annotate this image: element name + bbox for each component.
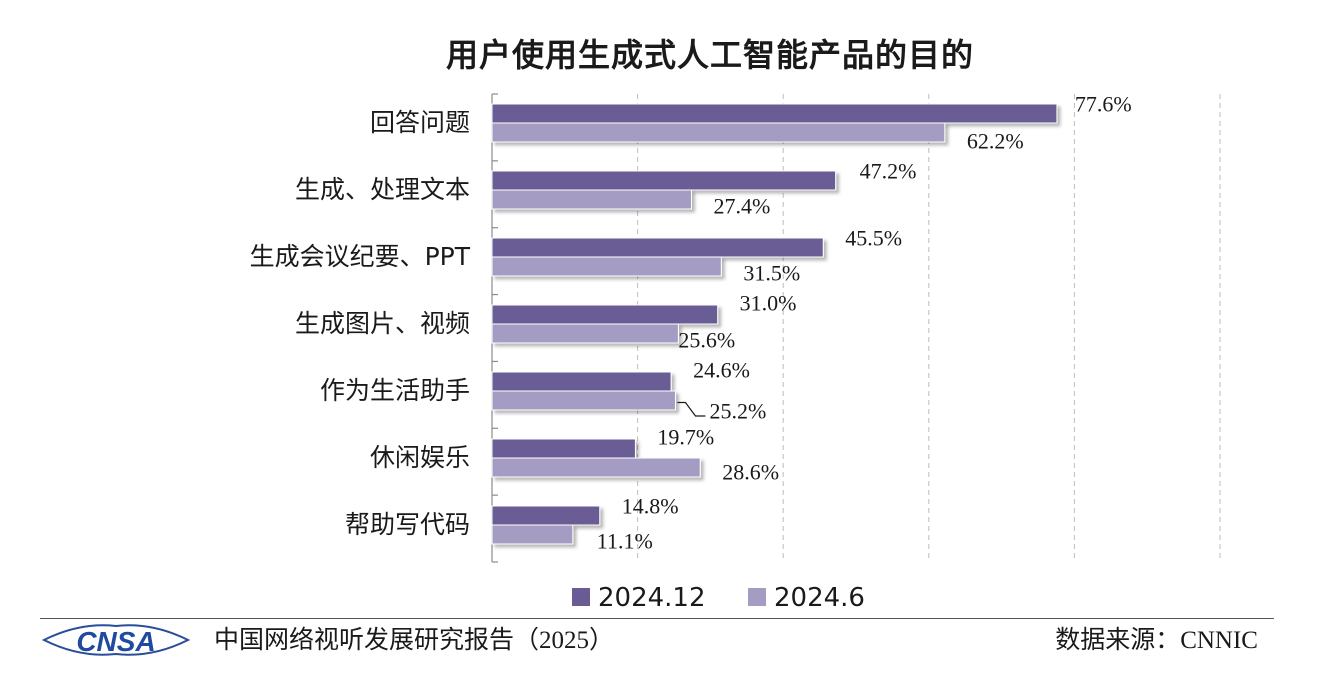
bar <box>491 237 824 258</box>
bar <box>491 371 672 392</box>
value-label: 24.6% <box>693 358 750 383</box>
bar <box>491 170 837 191</box>
value-label: 14.8% <box>622 494 679 519</box>
chart-title: 用户使用生成式人工智能产品的目的 <box>445 36 974 74</box>
data-source: 数据来源：CNNIC <box>1055 620 1258 656</box>
bar <box>491 438 636 459</box>
value-label: 28.6% <box>722 460 779 485</box>
legend-swatch <box>748 588 766 606</box>
category-label: 作为生活助手 <box>320 376 470 405</box>
category-label: 回答问题 <box>370 108 470 137</box>
bar <box>491 122 946 143</box>
value-label: 25.6% <box>678 328 735 353</box>
bar <box>491 390 676 411</box>
bar <box>491 323 679 344</box>
bar <box>491 457 701 478</box>
category-label: 生成图片、视频 <box>295 309 470 338</box>
bar <box>491 189 692 210</box>
footer-divider <box>40 618 1274 619</box>
bar <box>491 524 574 545</box>
value-label: 47.2% <box>860 159 917 184</box>
bar <box>491 505 601 526</box>
value-label: 31.0% <box>740 291 797 316</box>
value-label: 19.7% <box>657 425 714 450</box>
logo-text: CNSA <box>76 626 155 657</box>
category-label: 生成、处理文本 <box>295 175 470 204</box>
legend-label: 2024.6 <box>774 583 865 613</box>
category-label: 休闲娱乐 <box>370 443 470 472</box>
report-year: （2025） <box>514 627 615 654</box>
bar <box>491 103 1058 124</box>
bar <box>491 304 719 325</box>
value-label: 27.4% <box>713 194 770 219</box>
report-title: 中国网络视听发展研究报告（2025） <box>214 620 614 656</box>
value-label: 62.2% <box>967 129 1024 154</box>
bar-chart: 回答问题 77.6% 62.2% 生成、处理文本 47.2% 27.4% 生成会议纪要、PP… <box>250 92 1221 613</box>
cnsa-logo: CNSA <box>41 624 191 657</box>
legend-label: 2024.12 <box>598 583 706 613</box>
category-label: 帮助写代码 <box>345 510 470 539</box>
bar <box>491 256 722 277</box>
value-label: 25.2% <box>709 399 766 424</box>
value-label: 11.1% <box>597 529 653 554</box>
source-value: CNNIC <box>1180 627 1258 654</box>
legend-swatch <box>572 588 590 606</box>
category-label: 生成会议纪要、PPT <box>250 242 471 271</box>
value-label: 31.5% <box>743 261 800 286</box>
source-label: 数据来源： <box>1055 625 1181 654</box>
value-label: 45.5% <box>845 226 902 251</box>
report-title-text: 中国网络视听发展研究报告 <box>214 625 515 654</box>
leader-line <box>677 401 706 417</box>
value-label: 77.6% <box>1075 92 1132 117</box>
